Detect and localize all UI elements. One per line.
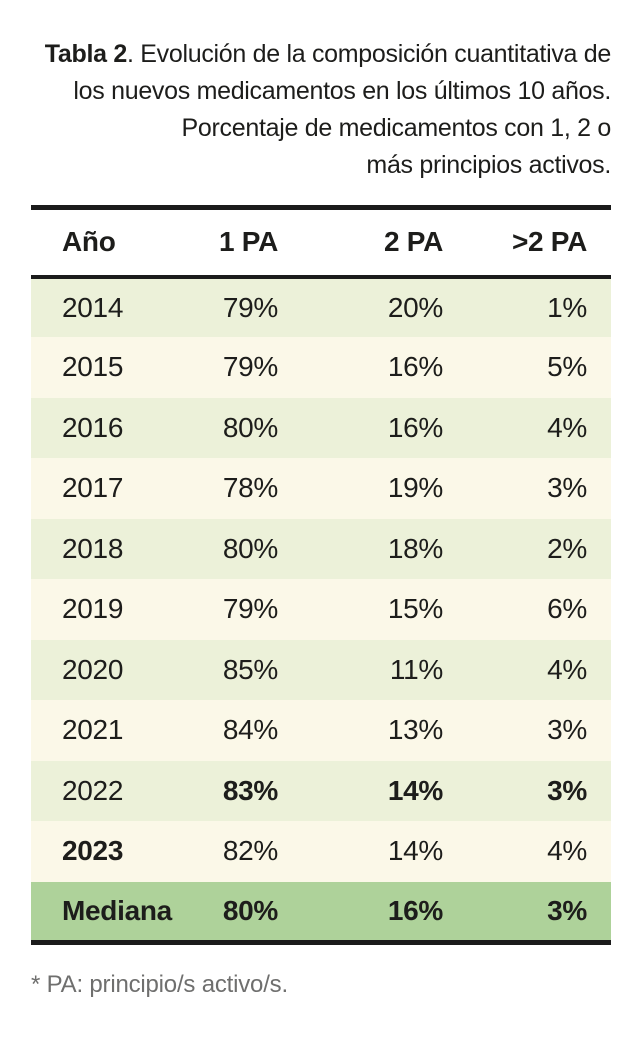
pa1-cell: 80% [181,881,302,942]
table-row: 2016 80% 16% 4% [31,397,611,458]
pa1-cell: 85% [181,639,302,700]
gt2pa-cell: 3% [467,458,611,519]
gt2pa-cell: 5% [467,337,611,398]
year-cell: 2014 [31,276,181,337]
gt2pa-cell: 2% [467,518,611,579]
year-cell: 2022 [31,760,181,821]
table-row: 2017 78% 19% 3% [31,458,611,519]
caption-line-1: . Evolución de la composición cuantitati… [126,40,611,68]
pa2-cell: 15% [302,579,467,640]
gt2pa-cell: 4% [467,397,611,458]
caption-line-2: los nuevos medicamentos en los últimos 1… [73,77,611,105]
gt2pa-cell: 3% [467,760,611,821]
pa1-cell: 82% [181,821,302,882]
pa2-cell: 14% [302,821,467,882]
footnote: * PA: principio/s activo/s. [31,970,288,998]
pa2-cell: 16% [302,337,467,398]
gt2pa-cell: 4% [467,821,611,882]
table-row: 2018 80% 18% 2% [31,518,611,579]
caption-line-4: más principios activos. [366,151,611,179]
table-row: 2019 79% 15% 6% [31,579,611,640]
pa2-cell: 19% [302,458,467,519]
table-caption-number: Tabla 2 [44,40,128,68]
col-header-year: Año [31,207,181,279]
header-row: Año 1 PA 2 PA >2 PA [31,207,611,279]
data-table: Año 1 PA 2 PA >2 PA 2014 79% 20% 1% 2015 79% 1… [31,205,611,945]
year-cell: 2020 [31,639,181,700]
pa1-cell: 80% [181,397,302,458]
col-header-2pa: 2 PA [302,207,467,279]
year-cell: 2023 [31,821,181,882]
year-cell: 2019 [31,579,181,640]
page: Tabla 2. Evolución de la composición cua… [0,36,636,999]
table-row: 2020 85% 11% 4% [31,639,611,700]
pa1-cell: 78% [181,458,302,519]
pa2-cell: 16% [302,881,467,942]
table-body: 2014 79% 20% 1% 2015 79% 16% 5% 2016 80% 16% 4% 2017… [31,276,611,942]
gt2pa-cell: 4% [467,639,611,700]
gt2pa-cell: 1% [467,276,611,337]
table-row: Mediana 80% 16% 3% [31,881,611,942]
year-cell: 2017 [31,458,181,519]
pa1-cell: 79% [181,579,302,640]
year-cell: 2018 [31,518,181,579]
year-cell: 2016 [31,397,181,458]
table-row: 2015 79% 16% 5% [31,337,611,398]
pa1-cell: 84% [181,700,302,761]
gt2pa-cell: 6% [467,579,611,640]
pa2-cell: 13% [302,700,467,761]
pa1-cell: 83% [181,760,302,821]
pa2-cell: 11% [302,639,467,700]
pa1-cell: 79% [181,337,302,398]
table-row: 2022 83% 14% 3% [31,760,611,821]
gt2pa-cell: 3% [467,700,611,761]
pa2-cell: 18% [302,518,467,579]
pa1-cell: 80% [181,518,302,579]
gt2pa-cell: 3% [467,881,611,942]
table-caption: Tabla 2. Evolución de la composición cua… [25,36,612,184]
col-header-1pa: 1 PA [181,207,302,279]
pa2-cell: 14% [302,760,467,821]
table-row: 2023 82% 14% 4% [31,821,611,882]
col-header-gt2pa: >2 PA [467,207,611,279]
caption-line-3: Porcentaje de medicamentos con 1, 2 o [181,114,612,142]
pa2-cell: 16% [302,397,467,458]
year-cell: Mediana [31,881,181,942]
pa1-cell: 79% [181,276,302,337]
year-cell: 2015 [31,337,181,398]
table-row: 2014 79% 20% 1% [31,276,611,337]
table-row: 2021 84% 13% 3% [31,700,611,761]
pa2-cell: 20% [302,276,467,337]
year-cell: 2021 [31,700,181,761]
